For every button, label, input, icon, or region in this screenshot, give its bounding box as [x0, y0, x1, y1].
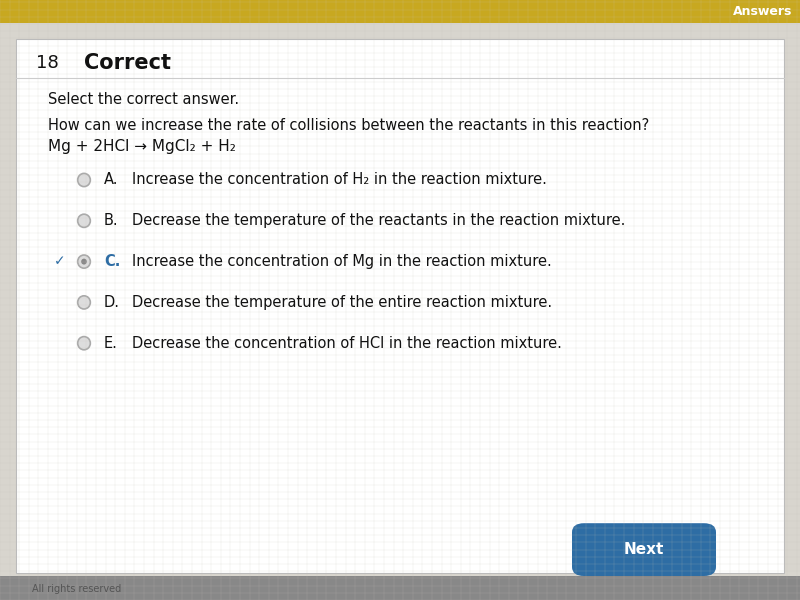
FancyBboxPatch shape: [0, 576, 800, 600]
Text: Decrease the temperature of the entire reaction mixture.: Decrease the temperature of the entire r…: [132, 295, 552, 310]
Ellipse shape: [78, 173, 90, 187]
Ellipse shape: [78, 214, 90, 227]
Ellipse shape: [78, 337, 90, 350]
Text: All rights reserved: All rights reserved: [32, 584, 122, 594]
Text: E.: E.: [104, 336, 118, 350]
Text: A.: A.: [104, 173, 118, 187]
FancyBboxPatch shape: [572, 523, 716, 576]
Text: Answers: Answers: [733, 5, 792, 18]
Text: Next: Next: [624, 542, 664, 557]
Text: Mg + 2HCl → MgCl₂ + H₂: Mg + 2HCl → MgCl₂ + H₂: [48, 139, 236, 154]
Text: B.: B.: [104, 214, 118, 229]
Text: 18: 18: [36, 54, 58, 72]
Ellipse shape: [78, 255, 90, 268]
Text: Increase the concentration of H₂ in the reaction mixture.: Increase the concentration of H₂ in the …: [132, 173, 547, 187]
FancyBboxPatch shape: [0, 0, 800, 23]
Ellipse shape: [81, 259, 87, 265]
Text: Decrease the temperature of the reactants in the reaction mixture.: Decrease the temperature of the reactant…: [132, 214, 626, 229]
Ellipse shape: [78, 296, 90, 309]
FancyBboxPatch shape: [16, 39, 784, 573]
Text: C.: C.: [104, 254, 120, 269]
Text: Correct: Correct: [84, 53, 171, 73]
Text: Increase the concentration of Mg in the reaction mixture.: Increase the concentration of Mg in the …: [132, 254, 552, 269]
Text: Decrease the concentration of HCl in the reaction mixture.: Decrease the concentration of HCl in the…: [132, 336, 562, 350]
Text: D.: D.: [104, 295, 120, 310]
Text: ✓: ✓: [54, 254, 66, 269]
Text: How can we increase the rate of collisions between the reactants in this reactio: How can we increase the rate of collisio…: [48, 118, 650, 133]
Text: Select the correct answer.: Select the correct answer.: [48, 91, 239, 107]
